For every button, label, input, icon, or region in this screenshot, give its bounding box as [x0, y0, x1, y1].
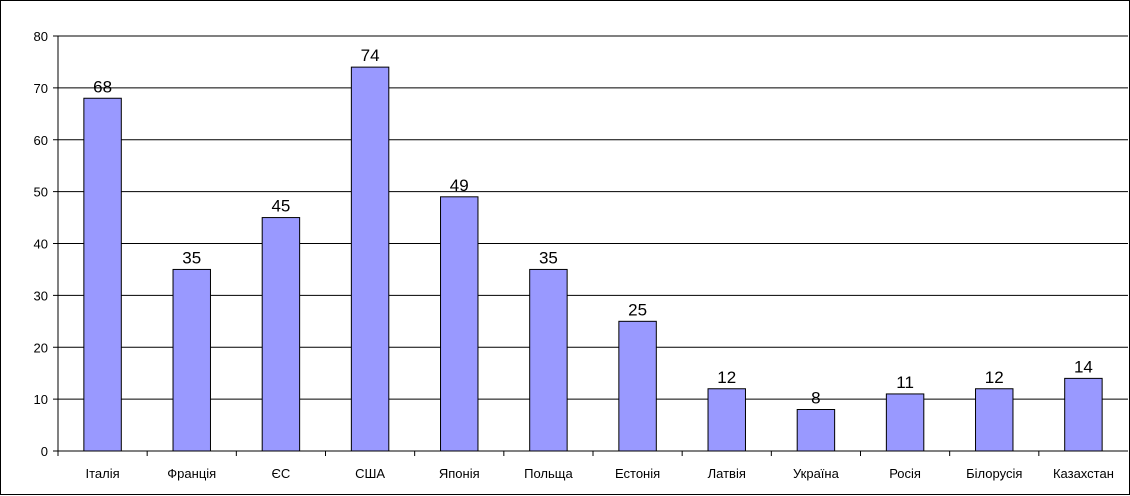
bar-12 [1064, 377, 1103, 452]
data-label-10: 11 [896, 373, 914, 392]
x-tick-label-1: Італія [85, 466, 119, 481]
x-tick-label-6: Польща [524, 466, 573, 481]
axes [53, 35, 1128, 456]
data-label-9: 8 [811, 389, 820, 408]
x-tick-label-10: Росія [889, 466, 921, 481]
y-tick-label-50: 50 [34, 185, 48, 200]
bar-3 [261, 217, 301, 452]
data-label-1: 68 [93, 77, 112, 96]
bar-10 [885, 393, 925, 452]
x-tick-label-5: Японія [439, 466, 480, 481]
x-tick-label-2: Франція [167, 466, 216, 481]
y-tick-label-60: 60 [34, 133, 48, 148]
bar-2 [172, 268, 211, 452]
bar-7 [618, 320, 657, 452]
bar-1 [83, 97, 122, 452]
y-tick-label-30: 30 [34, 288, 48, 303]
x-tick-label-9: Україна [793, 466, 840, 481]
bars [83, 66, 1103, 452]
data-labels: 68 35 45 74 49 35 25 12 8 11 12 14 [93, 46, 1093, 407]
data-label-11: 12 [985, 368, 1004, 387]
x-tick-label-3: ЄС [272, 466, 291, 481]
y-tick-label-10: 10 [34, 392, 48, 407]
data-label-4: 74 [361, 46, 380, 65]
x-tick-label-8: Латвія [708, 466, 746, 481]
x-tick-label-11: Білорусія [966, 466, 1022, 481]
y-tick-label-70: 70 [34, 81, 48, 96]
y-tick-label-40: 40 [34, 237, 48, 252]
x-tick-label-4: США [355, 466, 385, 481]
data-label-12: 14 [1074, 357, 1093, 376]
gridlines [58, 35, 1128, 400]
data-label-2: 35 [182, 248, 201, 267]
bar-11 [975, 388, 1014, 452]
x-tick-label-12: Казахстан [1053, 466, 1114, 481]
data-label-5: 49 [450, 176, 469, 195]
x-tick-labels: Італія Франція ЄС США Японія Польща Естонія Лат… [85, 466, 1113, 481]
y-tick-labels: 0 10 20 30 40 50 60 70 80 [34, 29, 48, 459]
y-tick-label-0: 0 [41, 444, 48, 459]
data-label-7: 25 [628, 300, 647, 319]
bar-8 [707, 388, 746, 452]
y-tick-label-80: 80 [34, 29, 48, 44]
data-label-8: 12 [717, 368, 736, 387]
bar-5 [440, 196, 479, 452]
data-label-6: 35 [539, 248, 558, 267]
bar-6 [529, 268, 568, 452]
y-tick-label-20: 20 [34, 340, 48, 355]
data-label-3: 45 [271, 197, 290, 216]
x-tick-label-7: Естонія [615, 466, 660, 481]
bar-9 [796, 409, 836, 452]
bar-4 [350, 66, 390, 452]
